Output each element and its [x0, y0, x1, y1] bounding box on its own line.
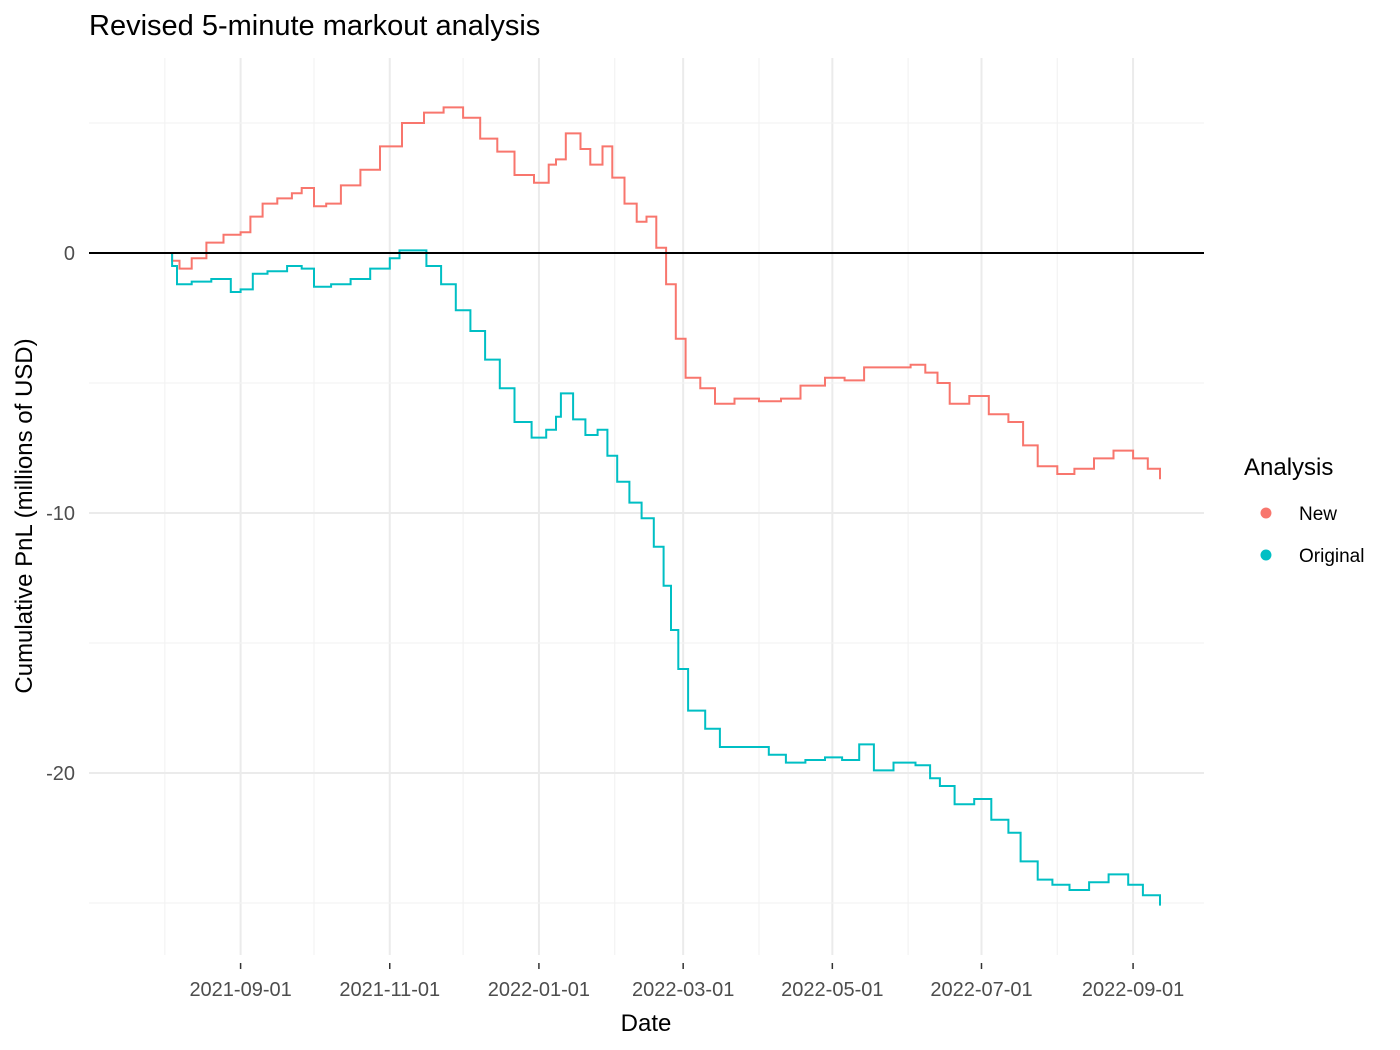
- grid: [89, 58, 1204, 955]
- x-tick-label: 2022-09-01: [1082, 979, 1184, 1001]
- x-tick-label: 2022-07-01: [930, 979, 1032, 1001]
- x-tick-label: 2021-11-01: [339, 979, 440, 1001]
- series-layer: [164, 106, 1161, 906]
- x-tick-label: 2022-05-01: [781, 979, 883, 1001]
- chart-title: Revised 5-minute markout analysis: [89, 10, 540, 42]
- y-axis-ticks: 0 -10 -20: [46, 243, 75, 785]
- legend-key-original: [1260, 549, 1272, 561]
- legend-label-original: Original: [1299, 546, 1364, 567]
- legend-items: New Original: [1260, 504, 1364, 567]
- x-tick-label: 2022-03-01: [632, 979, 734, 1001]
- y-tick-label: -10: [46, 503, 75, 525]
- legend-label-new: New: [1299, 504, 1337, 525]
- series-line-original: [164, 249, 1161, 906]
- x-tick-label: 2021-09-01: [189, 979, 291, 1001]
- x-axis-title: Date: [621, 1010, 672, 1037]
- y-tick-label: -20: [46, 763, 75, 785]
- x-axis-ticks: 2021-09-01 2021-11-01 2022-01-01 2022-03-01…: [189, 963, 1184, 1001]
- x-tick-label: 2022-01-01: [488, 979, 590, 1001]
- legend-title: Analysis: [1244, 454, 1333, 481]
- legend-key-new: [1260, 507, 1272, 519]
- series-line-new: [164, 106, 1161, 480]
- y-axis-title: Cumulative PnL (millions of USD): [11, 338, 38, 693]
- legend: Analysis New Original: [1244, 454, 1364, 567]
- y-tick-label: 0: [64, 243, 75, 265]
